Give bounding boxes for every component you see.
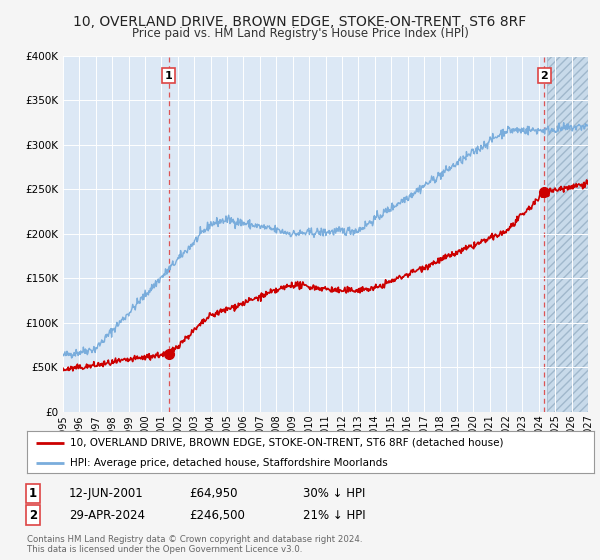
Text: £246,500: £246,500 [189,508,245,522]
Text: 10, OVERLAND DRIVE, BROWN EDGE, STOKE-ON-TRENT, ST6 8RF: 10, OVERLAND DRIVE, BROWN EDGE, STOKE-ON… [73,15,527,29]
Text: Price paid vs. HM Land Registry's House Price Index (HPI): Price paid vs. HM Land Registry's House … [131,27,469,40]
Text: 2: 2 [29,508,37,522]
Text: 1: 1 [165,71,173,81]
Text: 1: 1 [29,487,37,500]
Text: 10, OVERLAND DRIVE, BROWN EDGE, STOKE-ON-TRENT, ST6 8RF (detached house): 10, OVERLAND DRIVE, BROWN EDGE, STOKE-ON… [70,438,503,448]
Text: HPI: Average price, detached house, Staffordshire Moorlands: HPI: Average price, detached house, Staf… [70,458,387,468]
Text: This data is licensed under the Open Government Licence v3.0.: This data is licensed under the Open Gov… [27,545,302,554]
Text: 12-JUN-2001: 12-JUN-2001 [69,487,144,500]
Text: 30% ↓ HPI: 30% ↓ HPI [303,487,365,500]
Text: 2: 2 [541,71,548,81]
Text: 21% ↓ HPI: 21% ↓ HPI [303,508,365,522]
Text: Contains HM Land Registry data © Crown copyright and database right 2024.: Contains HM Land Registry data © Crown c… [27,535,362,544]
Text: £64,950: £64,950 [189,487,238,500]
Bar [547,56,588,412]
Text: 29-APR-2024: 29-APR-2024 [69,508,145,522]
